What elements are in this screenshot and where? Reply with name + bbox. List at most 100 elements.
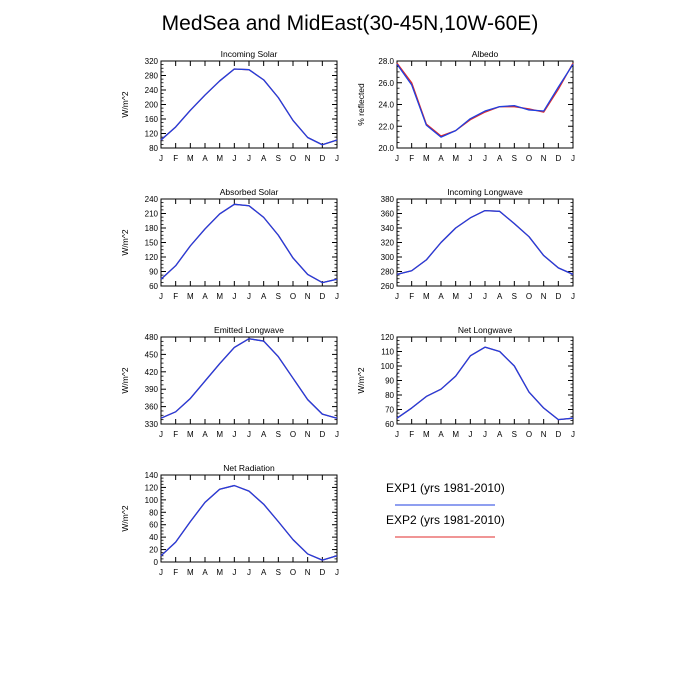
x-tick-label: D [555,430,561,439]
y-tick-label: 340 [381,224,395,233]
x-tick-label: N [305,154,311,163]
panel-title: Emitted Longwave [214,325,284,335]
y-tick-label: 150 [145,239,159,248]
x-tick-label: J [335,154,339,163]
y-tick-label: 70 [385,406,394,415]
series-line-exp1 [396,209,574,276]
x-tick-label: A [261,568,267,577]
x-tick-label: M [423,430,430,439]
x-tick-label: J [395,154,399,163]
y-tick-label: 450 [145,350,159,359]
x-tick-label: F [409,154,414,163]
x-tick-label: O [526,154,532,163]
y-tick-label: 100 [145,496,159,505]
x-tick-label: O [526,430,532,439]
y-tick-label: 320 [381,239,395,248]
x-tick-label: A [202,292,208,301]
x-tick-label: M [216,430,223,439]
x-tick-label: O [290,430,296,439]
x-tick-label: J [335,568,339,577]
x-tick-label: A [438,430,444,439]
x-tick-label: O [290,568,296,577]
panel-title: Albedo [472,49,499,59]
x-tick-label: J [483,430,487,439]
x-tick-label: S [276,154,281,163]
x-tick-label: J [247,292,251,301]
x-tick-label: A [438,154,444,163]
y-tick-label: 28.0 [378,57,394,66]
x-tick-label: D [319,292,325,301]
y-tick-label: 110 [381,348,394,357]
x-tick-label: J [232,154,236,163]
y-tick-label: 120 [145,130,159,139]
y-tick-label: 200 [145,101,159,110]
y-tick-label: 360 [381,210,395,219]
y-tick-label: 24.0 [378,101,394,110]
y-tick-label: 26.0 [378,79,394,88]
y-tick-label: 280 [145,72,159,81]
x-tick-label: M [216,568,223,577]
plot-frame [160,336,338,425]
y-tick-label: 280 [381,268,395,277]
panel-title: Incoming Longwave [447,187,523,197]
y-tick-label: 22.0 [378,122,394,131]
series-line-exp1 [396,346,574,421]
y-tick-label: 90 [149,268,158,277]
y-tick-label: 260 [381,282,395,291]
y-tick-label: 80 [385,391,394,400]
x-tick-label: J [159,154,163,163]
y-tick-label: 390 [145,385,159,394]
x-tick-label: A [261,292,267,301]
y-tick-label: 480 [145,333,159,342]
x-tick-label: J [232,292,236,301]
x-tick-label: J [395,430,399,439]
y-tick-label: 60 [149,521,158,530]
x-tick-label: N [541,154,547,163]
x-tick-label: S [512,154,517,163]
x-tick-label: J [468,292,472,301]
x-tick-label: A [202,154,208,163]
x-tick-label: S [276,430,281,439]
x-tick-label: M [216,292,223,301]
legend-label: EXP2 (yrs 1981-2010) [386,513,505,527]
plot-frame [160,198,338,287]
series-line-exp1 [160,338,338,419]
x-tick-label: D [319,430,325,439]
x-tick-label: A [497,430,503,439]
x-tick-label: J [468,154,472,163]
x-tick-label: S [276,292,281,301]
x-tick-label: J [247,430,251,439]
y-axis-label: W/m^2 [356,367,366,393]
plot-frame [160,60,338,149]
series-line-exp2 [160,68,338,146]
y-tick-label: 60 [385,420,394,429]
x-tick-label: N [305,568,311,577]
series-line-exp2 [160,338,338,419]
x-tick-label: D [319,568,325,577]
x-tick-label: J [335,292,339,301]
y-tick-label: 20 [149,546,158,555]
y-tick-label: 180 [145,224,159,233]
x-tick-label: F [409,292,414,301]
y-tick-label: 80 [149,508,158,517]
x-tick-label: J [571,430,575,439]
x-tick-label: D [555,154,561,163]
x-tick-label: J [483,292,487,301]
x-tick-label: F [173,568,178,577]
x-tick-label: A [438,292,444,301]
x-tick-label: A [202,568,208,577]
plot-frame [396,198,574,287]
y-axis-label: W/m^2 [120,367,130,393]
x-tick-label: O [526,292,532,301]
x-tick-label: S [276,568,281,577]
panel-3: Incoming Longwave 260 280 300 320 340 360 380 J F… [381,187,575,301]
x-tick-label: N [541,430,547,439]
x-tick-label: J [483,154,487,163]
y-tick-label: 360 [145,403,159,412]
x-tick-label: F [173,292,178,301]
y-tick-label: 160 [145,115,159,124]
series-line-exp2 [396,346,574,421]
